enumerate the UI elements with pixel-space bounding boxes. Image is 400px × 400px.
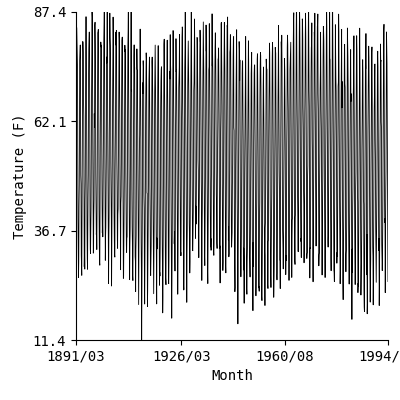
- X-axis label: Month: Month: [211, 369, 253, 383]
- Y-axis label: Temperature (F): Temperature (F): [13, 113, 27, 239]
